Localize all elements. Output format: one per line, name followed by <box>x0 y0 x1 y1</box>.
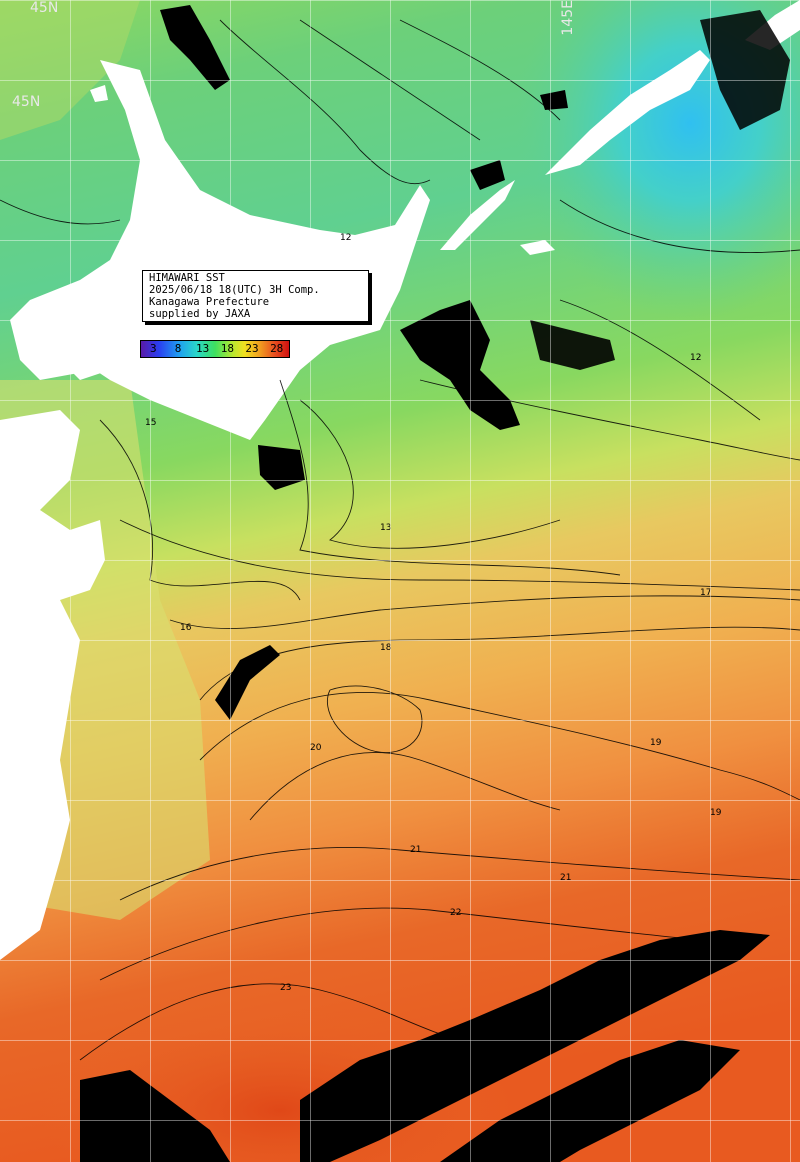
info-supplier: supplied by JAXA <box>149 308 251 320</box>
colorbar-tick: 13 <box>196 342 210 355</box>
grid-label-left: 45N <box>12 94 41 110</box>
info-title: HIMAWARI SST <box>149 272 225 284</box>
info-box: HIMAWARI SST 2025/06/18 18(UTC) 3H Comp.… <box>142 270 369 322</box>
grid-label-top-left: 45N <box>30 0 59 16</box>
colorbar-tick: 8 <box>174 342 182 355</box>
info-date: 2025/06/18 18(UTC) 3H Comp. <box>149 284 320 296</box>
colorbar-tick: 28 <box>270 342 284 355</box>
colorbar-tick: 23 <box>245 342 259 355</box>
colorbar-tick: 3 <box>150 342 157 355</box>
info-prefecture: Kanagawa Prefecture <box>149 296 270 308</box>
colorbar-tick: 18 <box>220 342 234 355</box>
color-scale-bar: 3 8 13 18 23 28 <box>140 340 290 358</box>
grid-label-top-right: 145E <box>560 0 576 36</box>
